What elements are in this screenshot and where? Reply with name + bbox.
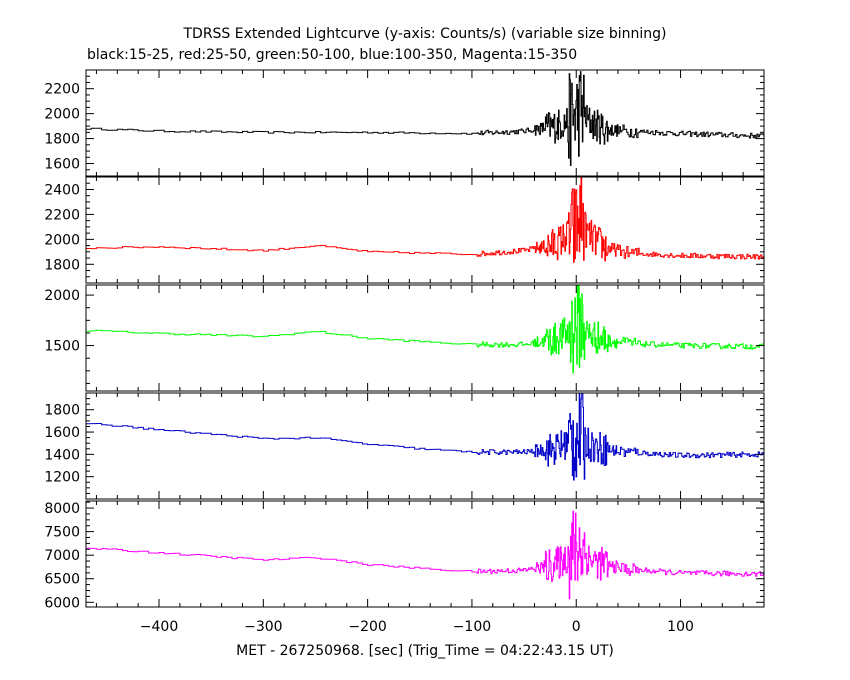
y-tick-label: 1200 <box>44 470 80 486</box>
x-tick-label: −100 <box>453 619 491 635</box>
panel-frame <box>85 284 765 392</box>
y-tick-label: 1800 <box>44 257 80 273</box>
x-tick-label: −300 <box>244 619 282 635</box>
panel-25-50: 1800 2000 2200 2400 <box>44 176 765 284</box>
y-tick-label: 2400 <box>44 182 80 198</box>
y-tick-label: 2000 <box>44 232 80 248</box>
y-tick-label: 2200 <box>44 82 80 98</box>
y-tick-label: 1600 <box>44 425 80 441</box>
y-tick-label: 7000 <box>44 548 80 564</box>
y-tick-label: 6500 <box>44 572 80 588</box>
panels-group: 1600 1800 2000 2200 1800 2000 2200 2400 1500 2000… <box>44 69 765 635</box>
chart-title: TDRSS Extended Lightcurve (y-axis: Count… <box>182 26 666 42</box>
panel-frame <box>85 176 765 284</box>
series-line-50-100 <box>86 284 764 374</box>
y-tick-label: 2200 <box>44 207 80 223</box>
series-line-15-25 <box>86 71 764 166</box>
panel-frame <box>85 392 765 500</box>
x-tick-label: −400 <box>140 619 178 635</box>
y-tick-label: 2000 <box>44 288 80 304</box>
panel-15-25: 1600 1800 2000 2200 <box>44 69 765 177</box>
series-line-100-350 <box>86 392 764 481</box>
y-tick-label: 6000 <box>44 595 80 611</box>
x-tick-label: −200 <box>348 619 386 635</box>
panel-50-100: 1500 2000 <box>44 284 765 392</box>
y-tick-label: 1800 <box>44 132 80 148</box>
panel-frame <box>85 69 765 177</box>
y-tick-label: 8000 <box>44 501 80 517</box>
x-tick-label: 0 <box>572 619 581 635</box>
y-tick-label: 1500 <box>44 339 80 355</box>
y-tick-label: 7500 <box>44 525 80 541</box>
x-axis-label: MET - 267250968. [sec] (Trig_Time = 04:2… <box>236 643 614 659</box>
panel-100-350: 1200 1400 1600 1800 <box>44 392 765 500</box>
y-tick-label: 1800 <box>44 403 80 419</box>
series-line-25-50 <box>86 176 764 263</box>
y-tick-label: 1600 <box>44 157 80 173</box>
chart-subtitle: black:15-25, red:25-50, green:50-100, bl… <box>87 47 577 63</box>
x-tick-label: 100 <box>667 619 694 635</box>
y-tick-label: 2000 <box>44 107 80 123</box>
panel-frame <box>85 500 765 608</box>
panel-15-350: 6000 6500 7000 7500 8000 <box>44 500 765 611</box>
y-tick-label: 1400 <box>44 447 80 463</box>
series-line-15-350 <box>86 510 764 600</box>
